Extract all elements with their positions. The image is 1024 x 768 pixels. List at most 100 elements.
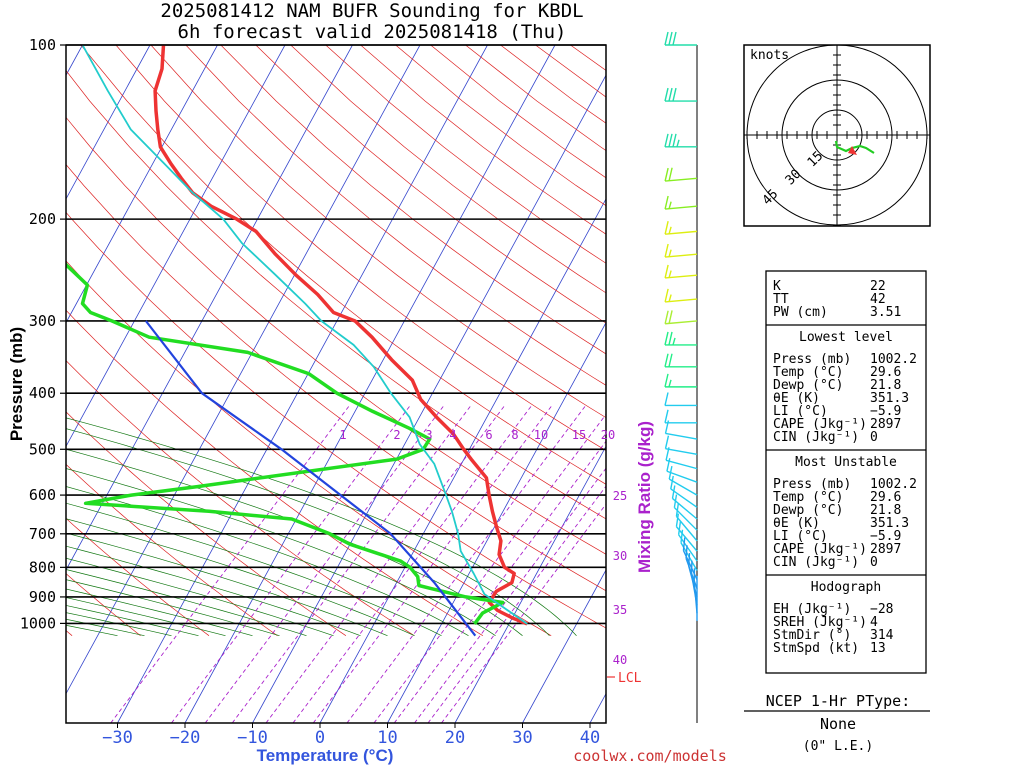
- dry-adiabat-line: [66, 164, 606, 592]
- index-top-value-1: 42: [870, 292, 886, 307]
- pressure-tick-100: 100: [29, 36, 56, 54]
- isotherm-line: [66, 45, 353, 571]
- wind-barb-570: [666, 458, 698, 483]
- wind-barb-330: [664, 331, 697, 346]
- lowest-title: Lowest level: [799, 330, 893, 345]
- barb-flag: [664, 409, 669, 423]
- dry-adiabat-line: [80, 45, 606, 485]
- barb-flag: [664, 331, 669, 346]
- wind-barb-510: [664, 435, 698, 455]
- pressure-tick-200: 200: [29, 210, 56, 228]
- mixing-ratio-line: [373, 413, 606, 723]
- ptype-value: None: [820, 715, 856, 733]
- barb-flag: [673, 494, 678, 508]
- series-layer: [66, 45, 528, 637]
- lowest-label-6: CIN (Jkg⁻¹): [773, 430, 859, 445]
- hodograph-units: knots: [750, 48, 789, 63]
- isotherm-line: [252, 74, 606, 723]
- temperature-tick-30: 30: [512, 728, 532, 748]
- barb-flag: [672, 31, 677, 46]
- moist-adiabat-line: [66, 532, 388, 637]
- chart-title: 2025081412 NAM BUFR Sounding for KBDL: [160, 0, 583, 22]
- temperature-tick-10: 10: [377, 728, 397, 748]
- moist-adiabat-line: [66, 597, 226, 637]
- unstable-label-6: CIN (Jkg⁻¹): [773, 555, 859, 570]
- pressure-tick-300: 300: [29, 312, 56, 330]
- temperature-tick-40: 40: [580, 728, 600, 748]
- barb-staff: [672, 497, 698, 520]
- mixing-ratio-label-4: 4: [449, 428, 456, 442]
- temperature-tick-0: 0: [315, 728, 325, 748]
- unstable-label-3: θE (K): [773, 516, 820, 531]
- moist-adiabat-line: [66, 428, 550, 636]
- mixing-ratio-line: [414, 467, 606, 723]
- wind-barb-300: [664, 310, 698, 325]
- unstable-value-0: 1002.2: [870, 477, 917, 492]
- barb-half-flag: [672, 337, 676, 346]
- barb-half-flag: [668, 379, 672, 388]
- moist-adiabat-line: [66, 569, 307, 637]
- temperature-ticks: −30 −20 −10 0 10 20 30 40: [102, 723, 600, 748]
- mixing-ratio-labels: 1 2 3 4 6 8 10 15 20 25 30 35 40: [339, 428, 627, 667]
- lowest-value-5: 2897: [870, 417, 901, 432]
- barb-flag: [668, 167, 673, 181]
- barb-staff: [666, 470, 698, 483]
- barb-flag: [671, 485, 676, 499]
- unstable-value-2: 21.8: [870, 503, 901, 518]
- dry-adiabat-line: [185, 45, 606, 386]
- pressure-tick-500: 500: [29, 440, 56, 458]
- lowest-value-0: 1002.2: [870, 352, 917, 367]
- mixing-ratio-label-6: 6: [485, 428, 492, 442]
- isotherm-line: [184, 45, 556, 723]
- barb-flag: [664, 221, 669, 235]
- isotherm-line: [387, 321, 606, 723]
- barb-staff: [665, 230, 698, 235]
- wind-barb-360: [664, 353, 697, 368]
- barb-flag: [672, 133, 677, 148]
- barb-staff: [673, 507, 698, 531]
- index-top-value-0: 22: [870, 279, 886, 294]
- barb-staff: [665, 459, 698, 470]
- pressure-tick-600: 600: [29, 486, 56, 504]
- dry-adiabat-line: [66, 116, 606, 555]
- wind-barb-630: [670, 475, 698, 508]
- mixing-ratio-label-25: 25: [613, 489, 627, 503]
- unstable-value-4: −5.9: [870, 529, 901, 544]
- ptype-title: NCEP 1-Hr PType:: [766, 692, 911, 710]
- mixing-ratio-label-1: 1: [339, 428, 346, 442]
- isotherm-line: [66, 45, 151, 200]
- lowest-value-3: 351.3: [870, 391, 909, 406]
- wind-barb-150: [664, 133, 697, 148]
- barb-flag: [665, 447, 670, 461]
- wind-barb-170: [664, 167, 698, 182]
- wind-barb-100: [664, 31, 697, 46]
- mixing-ratio-label-40: 40: [613, 653, 627, 667]
- barb-staff: [665, 432, 698, 440]
- wind-barb-125: [664, 87, 697, 102]
- wind-barb-250: [664, 264, 698, 279]
- moist-adiabat-line: [66, 486, 469, 637]
- indices-frame: [765, 270, 927, 674]
- y-axis-label: Pressure (mb): [7, 327, 26, 441]
- barb-staff: [665, 177, 698, 182]
- mixing-ratio-line: [265, 405, 506, 723]
- barb-half-flag: [668, 270, 672, 278]
- barb-half-flag: [676, 139, 680, 148]
- barb-flag: [685, 545, 688, 559]
- dry-adiabat-line: [66, 260, 552, 637]
- barb-flag: [668, 331, 673, 346]
- index-top-label-0: K: [773, 279, 781, 294]
- barb-flag: [680, 529, 684, 543]
- unstable-label-0: Press (mb): [773, 477, 851, 492]
- wind-barb-275: [664, 288, 698, 303]
- isotherm-line: [522, 569, 606, 723]
- barb-flag: [675, 513, 680, 527]
- barb-flag: [668, 465, 673, 480]
- barb-flag: [677, 521, 682, 535]
- chart-subtitle: 6h forecast valid 2025081418 (Thu): [178, 21, 567, 43]
- barb-staff: [665, 448, 698, 455]
- barb-half-flag: [668, 294, 672, 302]
- hodo-label-1: SREH (Jkg⁻¹): [773, 615, 867, 630]
- barb-half-flag: [668, 201, 672, 209]
- barb-flag: [664, 310, 669, 324]
